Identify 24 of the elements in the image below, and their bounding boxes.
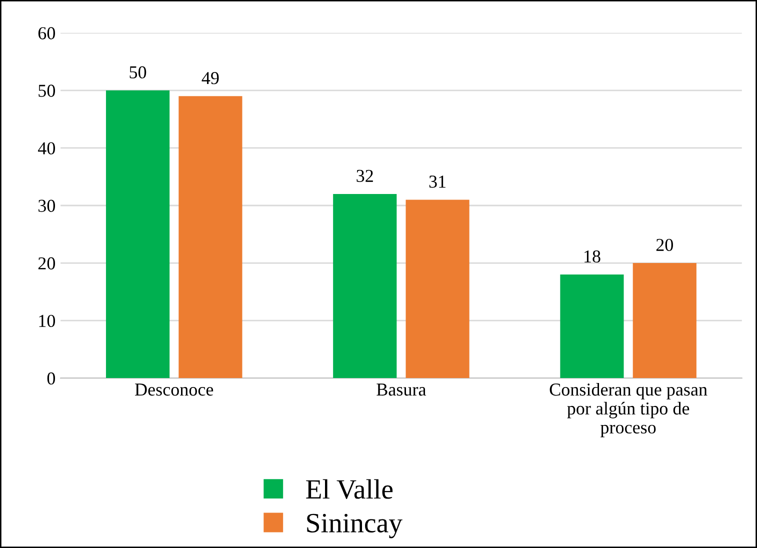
- bar: [106, 90, 170, 378]
- y-tick-label: 20: [38, 257, 56, 270]
- data-label: 20: [656, 238, 673, 252]
- y-tick-label: 10: [39, 314, 56, 328]
- data-label: 32: [356, 170, 373, 182]
- y-tick-label: 60: [38, 27, 56, 40]
- bar: [632, 263, 696, 378]
- data-label: 18: [584, 250, 600, 263]
- y-tick-label: 40: [38, 142, 56, 154]
- legend-label: Sinincay: [307, 514, 402, 538]
- bar: [560, 274, 624, 378]
- y-tick-label: 0: [47, 372, 56, 385]
- data-label: 49: [202, 72, 219, 84]
- bar: [178, 96, 242, 378]
- y-tick-label: 50: [38, 84, 56, 97]
- x-tick-label: Desconoce: [135, 384, 214, 396]
- data-label: 31: [429, 176, 446, 188]
- y-tick-label: 30: [38, 200, 56, 212]
- data-label: 50: [130, 66, 146, 78]
- x-tick-label: Consideran que pasan por algún tipo de proceso: [550, 382, 708, 438]
- bar: [406, 200, 470, 378]
- x-tick-label: Basura: [376, 384, 426, 396]
- legend-label: El Valle: [306, 479, 393, 499]
- bar: [333, 194, 397, 378]
